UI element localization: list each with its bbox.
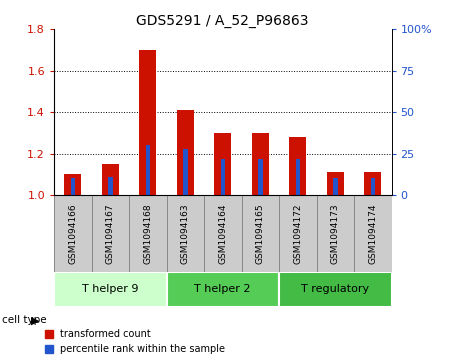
Legend: transformed count, percentile rank within the sample: transformed count, percentile rank withi…	[41, 326, 229, 358]
Bar	[204, 195, 242, 272]
Text: GSM1094165: GSM1094165	[256, 203, 265, 264]
Bar	[102, 164, 119, 195]
Text: GSM1094166: GSM1094166	[68, 203, 77, 264]
Title: GDS5291 / A_52_P96863: GDS5291 / A_52_P96863	[136, 14, 309, 28]
Text: T helper 9: T helper 9	[82, 284, 139, 294]
Text: cell type: cell type	[2, 315, 47, 325]
Bar	[327, 172, 344, 195]
Bar	[145, 145, 150, 195]
Text: GSM1094164: GSM1094164	[218, 203, 227, 264]
Bar	[140, 50, 156, 195]
Bar	[64, 174, 81, 195]
Bar	[220, 159, 225, 195]
Text: GSM1094167: GSM1094167	[106, 203, 115, 264]
Bar	[354, 195, 392, 272]
Text: GSM1094173: GSM1094173	[331, 203, 340, 264]
Text: T regulatory: T regulatory	[301, 284, 369, 294]
Bar	[166, 195, 204, 272]
Bar	[71, 179, 75, 195]
Text: GSM1094168: GSM1094168	[143, 203, 152, 264]
Text: ▶: ▶	[31, 315, 39, 325]
Bar	[279, 195, 316, 272]
Bar	[258, 159, 262, 195]
Bar	[91, 195, 129, 272]
Bar	[177, 110, 194, 195]
Bar	[333, 179, 338, 195]
Bar	[279, 272, 392, 307]
Bar	[54, 272, 166, 307]
Bar	[242, 195, 279, 272]
Bar	[108, 177, 112, 195]
Bar	[289, 137, 306, 195]
Bar	[166, 272, 279, 307]
Bar	[364, 172, 381, 195]
Bar	[214, 133, 231, 195]
Bar	[296, 159, 300, 195]
Text: GSM1094172: GSM1094172	[293, 203, 302, 264]
Bar	[183, 148, 188, 195]
Bar	[54, 195, 91, 272]
Text: GSM1094163: GSM1094163	[181, 203, 190, 264]
Bar	[316, 195, 354, 272]
Bar	[370, 179, 375, 195]
Bar	[129, 195, 166, 272]
Text: GSM1094174: GSM1094174	[368, 203, 377, 264]
Text: T helper 2: T helper 2	[194, 284, 251, 294]
Bar	[252, 133, 269, 195]
